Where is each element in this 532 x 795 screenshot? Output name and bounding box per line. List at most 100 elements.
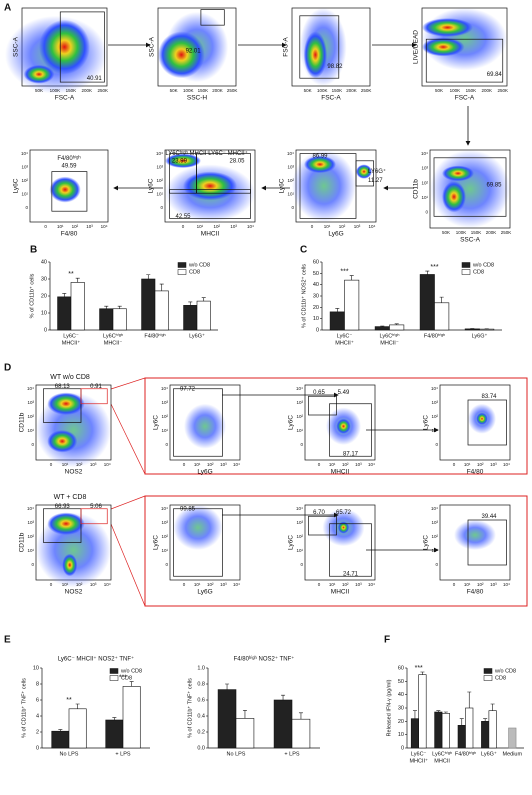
error-bar: [298, 712, 303, 720]
x-axis-label: FSC-A: [321, 95, 341, 102]
gate-label: 92.01: [186, 48, 202, 54]
density: [422, 18, 473, 37]
error-bar: [420, 671, 425, 675]
x-tick-label: 150K: [66, 88, 77, 93]
y-axis-label: FSC-A: [283, 37, 290, 57]
x-tick-label: 200K: [82, 88, 93, 93]
x-axis-label: FSC-A: [455, 95, 475, 102]
x-tick-label: + LPS: [284, 751, 299, 757]
y-tick-label: 0.2: [197, 729, 205, 735]
x-tick-label: Ly6C⁻: [337, 333, 353, 339]
x-tick-label: 50K: [435, 88, 443, 93]
gate-label: 39.44: [481, 514, 497, 520]
x-tick-label: + LPS: [115, 751, 130, 757]
x-axis-label: NOS2: [65, 589, 83, 596]
y-tick-label: 10³: [431, 520, 438, 525]
y-tick-label: 1.0: [197, 665, 205, 671]
y-tick-label: 10¹: [431, 428, 438, 433]
error-bar: [459, 718, 464, 726]
x-tick-label: 10³: [90, 582, 97, 587]
x-tick-label: 0: [318, 462, 321, 467]
y-tick-label: 10³: [287, 164, 294, 169]
y-tick-label: 0: [165, 562, 168, 567]
x-tick-label: 200K: [212, 88, 223, 93]
x-tick-label: 10¹: [62, 462, 69, 467]
bar: [508, 727, 517, 749]
error-bar: [349, 275, 354, 281]
highlight-link: [110, 523, 146, 607]
bar: [141, 278, 156, 331]
x-axis-label: Ly6G: [197, 469, 212, 476]
x-tick-label: MHCII: [434, 758, 450, 764]
y-tick-label: 10⁴: [156, 151, 163, 156]
y-tick-label: 10²: [27, 414, 34, 419]
y-axis-label: LIVE/DEAD: [413, 30, 420, 64]
density: [158, 31, 205, 79]
y-axis-label: Ly6C: [288, 535, 295, 550]
y-tick-label: 10¹: [431, 548, 438, 553]
x-tick-label: 0: [183, 462, 186, 467]
y-tick-label: 0: [31, 442, 34, 447]
y-axis-label: CD11b: [19, 412, 26, 432]
x-tick-label: 200K: [486, 230, 497, 235]
y-axis-label: SSC-A: [149, 36, 156, 57]
y-tick-label: 10¹: [27, 428, 34, 433]
x-tick-label: Ly6Cʰⁱᵍʰ: [380, 331, 400, 339]
x-tick-label: 10²: [213, 224, 220, 229]
y-tick-label: 10²: [296, 534, 303, 539]
bar: [479, 328, 495, 331]
legend-swatch: [461, 262, 471, 268]
y-axis-label: SSC-A: [13, 36, 20, 57]
highlight-box: [144, 377, 528, 475]
density: [183, 171, 237, 201]
significance: ***: [415, 665, 423, 672]
x-tick-label: 100K: [317, 88, 328, 93]
x-tick-label: 250K: [227, 88, 238, 93]
legend-label: w/o CD8: [494, 668, 516, 674]
gate: [200, 9, 225, 26]
x-tick-label: MHCII⁻: [104, 340, 123, 346]
x-tick-label: 10¹: [464, 582, 471, 587]
x-tick-label: 10³: [90, 462, 97, 467]
y-tick-label: 0: [401, 745, 404, 751]
x-tick-label: 10³: [86, 224, 93, 229]
x-tick-label: 10¹: [329, 462, 336, 467]
x-axis-label: F4/80: [61, 231, 78, 238]
gate: [425, 38, 504, 83]
x-tick-label: 200K: [346, 88, 357, 93]
x-tick-label: 10⁴: [368, 462, 375, 467]
x-tick-label: 100K: [456, 230, 467, 235]
gate-label: 49.59: [61, 163, 77, 169]
x-axis-label: SSC-H: [187, 95, 208, 102]
x-axis-label: F4/80: [467, 589, 484, 596]
y-tick-label: 40: [313, 282, 319, 288]
bar: [99, 308, 114, 331]
y-tick-label: 10²: [431, 534, 438, 539]
bar: [217, 689, 237, 749]
y-tick-label: 10⁴: [421, 151, 428, 156]
gate: [308, 515, 337, 536]
y-tick-label: 10⁴: [287, 151, 294, 156]
y-tick-label: 10²: [296, 414, 303, 419]
gate: [43, 508, 82, 543]
x-tick-label: 10¹: [197, 224, 204, 229]
x-tick-label: 10³: [230, 224, 237, 229]
error-bar: [75, 277, 80, 283]
x-axis-label: Ly6G: [328, 231, 343, 238]
y-tick-label: 8: [36, 681, 39, 687]
gate-label: 40.91: [87, 76, 103, 82]
gate: [173, 508, 223, 577]
gate-label: 0.91: [90, 384, 102, 390]
bar: [344, 279, 360, 331]
x-tick-label: 0: [453, 462, 456, 467]
panel-letter: A: [4, 3, 11, 14]
legend-label: CD8: [121, 675, 132, 681]
row-title: WT + CD8: [54, 494, 87, 501]
y-tick-label: 60: [313, 259, 319, 265]
chart-title: Ly6C⁻ MHCII⁺ NOS2⁺ TNF⁺: [58, 656, 134, 663]
y-tick-label: 10¹: [296, 548, 303, 553]
y-tick-label: 10¹: [287, 191, 294, 196]
x-tick-label: 150K: [198, 88, 209, 93]
x-tick-label: 0: [50, 582, 53, 587]
